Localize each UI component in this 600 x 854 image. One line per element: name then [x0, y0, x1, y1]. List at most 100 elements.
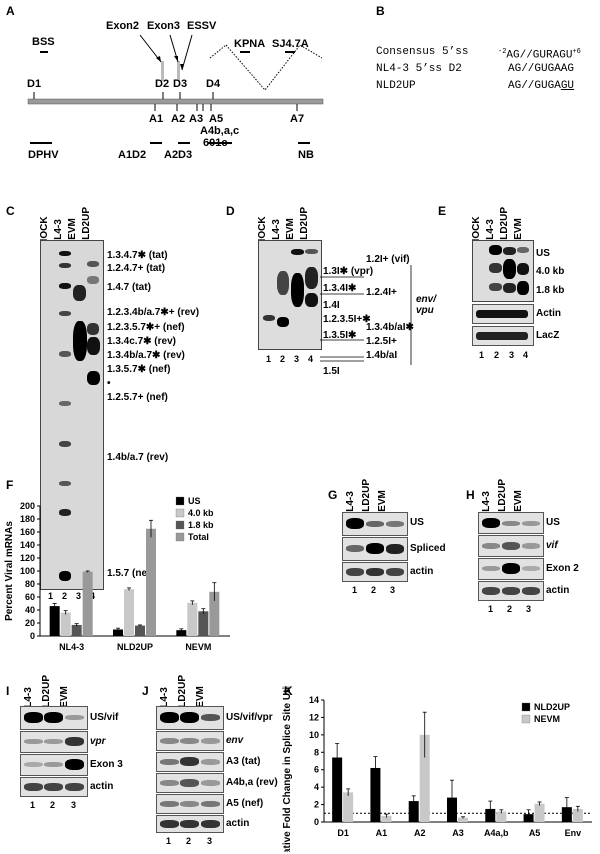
panel-i-letter: I — [6, 684, 10, 698]
bar-nld2up — [408, 801, 419, 822]
label-a5: A5 — [209, 113, 224, 125]
lane-number: 4 — [308, 354, 314, 364]
y-axis-label: Relative Fold Change in Splice Site Util… — [282, 686, 293, 852]
bar-us — [176, 630, 187, 636]
panel-j-blot-actin — [156, 815, 224, 833]
panel-a-letter: A — [6, 4, 15, 18]
lane-number: 3 — [71, 800, 77, 810]
panel-j-blot-us — [156, 706, 224, 730]
label-a3: A3 — [189, 113, 204, 125]
blot-label-env: env — [226, 735, 244, 746]
legend-label: NEVM — [534, 714, 560, 724]
bar-4.0-kb — [60, 612, 71, 636]
band-label: 1.3.5.7✱ (nef) — [107, 364, 171, 375]
panel-j-blot-a3 — [156, 752, 224, 772]
seq-name: NLD2UP — [376, 80, 416, 92]
seq-post: +6 — [572, 48, 581, 56]
label-dphv: DPHV — [28, 149, 59, 161]
panel-d-connector-lines — [320, 265, 412, 365]
panel-e-blot-viral — [472, 240, 534, 302]
bar-nevm — [381, 815, 392, 822]
band-bullet: • — [107, 378, 111, 389]
bar-us — [113, 629, 123, 636]
lane-number: 1 — [166, 836, 172, 846]
seq-row-consensus: Consensus 5’ss -2AG//GURAGU+6 — [376, 44, 581, 62]
y-tick-label: 10 — [309, 730, 319, 740]
blot-label-18kb: 1.8 kb — [536, 285, 565, 296]
band-label: 1.4.7 (tat) — [107, 282, 151, 293]
y-tick-label: 6 — [314, 765, 319, 775]
bar-total — [146, 528, 156, 636]
exon3-mark — [177, 61, 180, 81]
panel-g-letter: G — [328, 488, 338, 502]
label-a7: A7 — [290, 113, 305, 125]
lane-number: 3 — [526, 604, 532, 614]
blot-label-exon3: Exon 3 — [90, 759, 123, 770]
seq-value: AG//GURAGU — [506, 49, 573, 62]
genome-bar — [27, 98, 324, 105]
bar-4.0-kb — [187, 602, 198, 636]
lane-number: 2 — [50, 800, 56, 810]
y-tick-label: 160 — [20, 527, 35, 537]
label-d3: D3 — [173, 78, 188, 90]
bar-4.0-kb — [124, 589, 134, 636]
lane-number: 4 — [523, 350, 529, 360]
bar-nevm — [343, 792, 354, 822]
sj-dotted-junction — [225, 44, 323, 91]
label-a1d2: A1D2 — [118, 149, 147, 161]
bar-us — [49, 606, 60, 636]
legend-label: US — [188, 496, 201, 506]
category-label: A4a,b — [484, 828, 509, 838]
label-kpna: KPNA — [234, 38, 266, 50]
label-a1: A1 — [149, 113, 164, 125]
band-label: 1.3.4c.7✱ (rev) — [107, 336, 176, 347]
panel-h-letter: H — [466, 488, 475, 502]
y-tick-label: 2 — [314, 800, 319, 810]
blot-label-lacz: LacZ — [536, 330, 560, 341]
bar-nevm — [572, 808, 583, 822]
category-label: NEVM — [185, 642, 211, 652]
panel-i-blot-actin — [20, 777, 88, 797]
lane-number: 1 — [30, 800, 36, 810]
lane-number: 3 — [294, 354, 300, 364]
band-label: 1.3.5I✱ — [323, 330, 357, 341]
blot-label-us: US — [546, 517, 560, 528]
lane-number: 2 — [371, 585, 377, 595]
blot-label-actin: actin — [226, 818, 250, 829]
bar-1.8-kb — [198, 611, 209, 636]
seq-pre: -2 — [498, 48, 507, 56]
lane-number: 3 — [207, 836, 213, 846]
legend-swatch — [175, 508, 185, 518]
bar-total — [209, 591, 220, 636]
legend-swatch — [521, 702, 531, 712]
panel-h-blot-vif — [478, 535, 544, 557]
blot-label-a4ba-rev: A4b,a (rev) — [226, 777, 278, 788]
genome-map-svg — [27, 34, 324, 144]
lane-number: 2 — [62, 591, 68, 601]
blot-label-us: US — [410, 517, 424, 528]
y-tick-label: 60 — [25, 592, 35, 602]
category-label: A2 — [414, 828, 426, 838]
panel-h-blot-exon2 — [478, 558, 544, 580]
blot-label-vif: vif — [546, 540, 558, 551]
seq-row-nl43: NL4-3 5’ss D2 AG//GUGAAG — [376, 61, 574, 78]
legend-label: Total — [188, 532, 209, 542]
label-a4bac: A4b,a,c — [200, 125, 240, 137]
lane-number: 2 — [280, 354, 286, 364]
label-d4: D4 — [206, 78, 221, 90]
exon2-mark — [161, 61, 164, 81]
legend-label: 4.0 kb — [188, 508, 214, 518]
band-label: 1.2.3.4b/a.7✱+ (rev) — [107, 307, 200, 318]
y-tick-label: 20 — [25, 618, 35, 628]
label-d1: D1 — [27, 78, 42, 90]
label-sj47a: SJ4.7A — [272, 38, 309, 50]
band-label: 1.2.3.5.7✱+ (nef) — [107, 322, 185, 333]
blot-label-a3-tat: A3 (tat) — [226, 756, 261, 767]
lane-number: 1 — [266, 354, 272, 364]
blot-label-exon2: Exon 2 — [546, 563, 579, 574]
y-axis-label: Percent Viral mRNAs — [4, 521, 15, 621]
panel-a-genome-map — [0, 0, 345, 170]
panel-d-letter: D — [226, 204, 235, 218]
lane-number: 1 — [48, 591, 54, 601]
legend-swatch — [175, 532, 185, 542]
